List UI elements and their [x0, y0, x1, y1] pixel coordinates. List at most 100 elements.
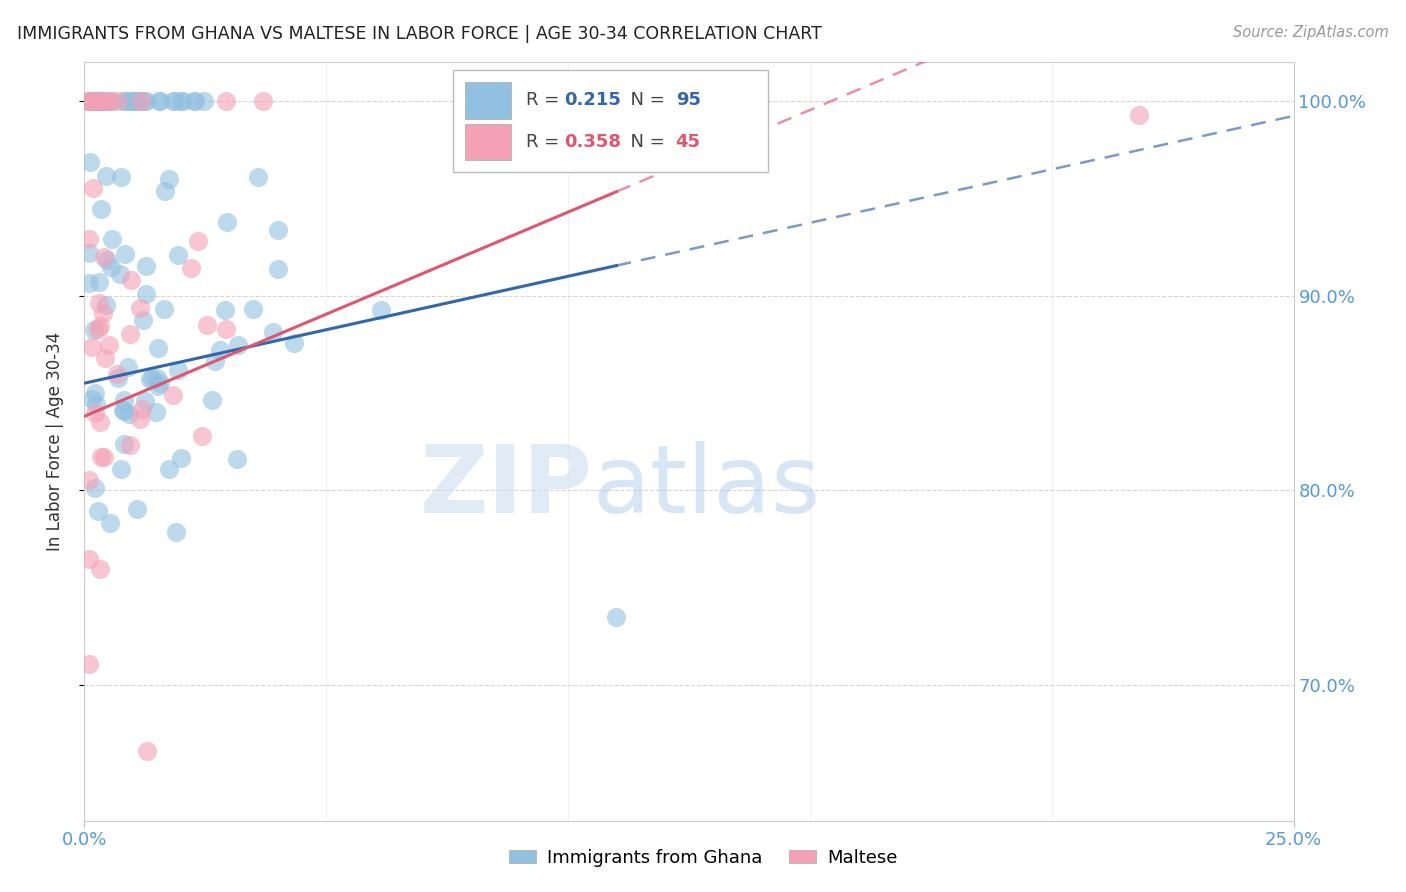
Point	[135, 287, 157, 301]
Point	[94, 351, 117, 366]
Text: 45: 45	[676, 133, 700, 151]
Point	[94, 95, 117, 109]
Y-axis label: In Labor Force | Age 30-34: In Labor Force | Age 30-34	[45, 332, 63, 551]
Point	[84, 386, 107, 401]
Point	[201, 393, 224, 408]
Point	[101, 95, 124, 109]
Point	[129, 95, 152, 109]
Point	[252, 95, 274, 109]
Point	[184, 95, 207, 109]
FancyBboxPatch shape	[465, 124, 512, 161]
Point	[157, 461, 180, 475]
Point	[117, 408, 139, 422]
Point	[94, 95, 117, 109]
Point	[87, 295, 110, 310]
Point	[77, 246, 100, 260]
Point	[122, 95, 145, 109]
Point	[141, 371, 163, 385]
Point	[84, 95, 107, 109]
Point	[122, 95, 145, 109]
Point	[214, 303, 236, 318]
Point	[165, 524, 187, 539]
Point	[114, 246, 136, 260]
Point	[90, 202, 112, 216]
Point	[90, 95, 112, 109]
Point	[98, 95, 121, 109]
Point	[96, 298, 118, 312]
Point	[370, 302, 392, 317]
Point	[83, 95, 105, 109]
Point	[112, 437, 135, 451]
Point	[94, 169, 117, 183]
Point	[89, 318, 111, 333]
Point	[149, 376, 172, 391]
Point	[84, 481, 107, 495]
Point	[162, 388, 184, 402]
Point	[135, 95, 157, 109]
Point	[87, 322, 110, 336]
Text: 0.358: 0.358	[564, 133, 621, 151]
Text: atlas: atlas	[592, 441, 821, 533]
Point	[77, 95, 100, 109]
Point	[84, 406, 107, 420]
Point	[267, 261, 290, 276]
Point	[165, 95, 187, 109]
Point	[128, 411, 150, 425]
Point	[80, 95, 103, 109]
Point	[98, 95, 121, 109]
Point	[105, 367, 128, 381]
Point	[89, 95, 111, 109]
Point	[96, 95, 118, 109]
Point	[136, 744, 159, 758]
Point	[107, 370, 129, 384]
Point	[77, 276, 100, 290]
Point	[153, 184, 176, 198]
Point	[131, 401, 153, 416]
Point	[217, 215, 239, 229]
Point	[89, 95, 111, 109]
Point	[107, 95, 129, 109]
Point	[128, 301, 150, 315]
FancyBboxPatch shape	[465, 82, 512, 119]
Point	[170, 450, 193, 465]
Point	[157, 172, 180, 186]
Point	[267, 223, 290, 237]
Point	[79, 155, 101, 169]
Point	[120, 273, 142, 287]
Point	[228, 338, 250, 352]
Point	[118, 327, 141, 342]
Point	[87, 275, 110, 289]
Point	[145, 405, 167, 419]
Text: N =: N =	[619, 91, 671, 110]
Point	[77, 95, 100, 109]
Point	[195, 318, 218, 332]
Point	[86, 504, 108, 518]
Point	[215, 321, 238, 335]
Point	[108, 267, 131, 281]
Point	[100, 260, 122, 274]
Point	[146, 370, 169, 384]
Point	[262, 325, 284, 339]
Point	[101, 232, 124, 246]
Point	[247, 169, 270, 184]
Point	[146, 341, 169, 355]
Point	[112, 402, 135, 417]
Point	[112, 95, 135, 109]
Text: 95: 95	[676, 91, 700, 110]
FancyBboxPatch shape	[453, 70, 768, 172]
Point	[139, 372, 162, 386]
Point	[209, 343, 232, 358]
Point	[187, 234, 209, 248]
Point	[117, 359, 139, 374]
Text: ZIP: ZIP	[419, 441, 592, 533]
Point	[148, 95, 170, 109]
Point	[242, 301, 264, 316]
Point	[83, 323, 105, 337]
Point	[166, 363, 188, 377]
Point	[180, 260, 202, 275]
Point	[112, 404, 135, 418]
Point	[84, 95, 107, 109]
Point	[98, 516, 121, 530]
Point	[170, 95, 193, 109]
Legend: Immigrants from Ghana, Maltese: Immigrants from Ghana, Maltese	[502, 842, 904, 874]
